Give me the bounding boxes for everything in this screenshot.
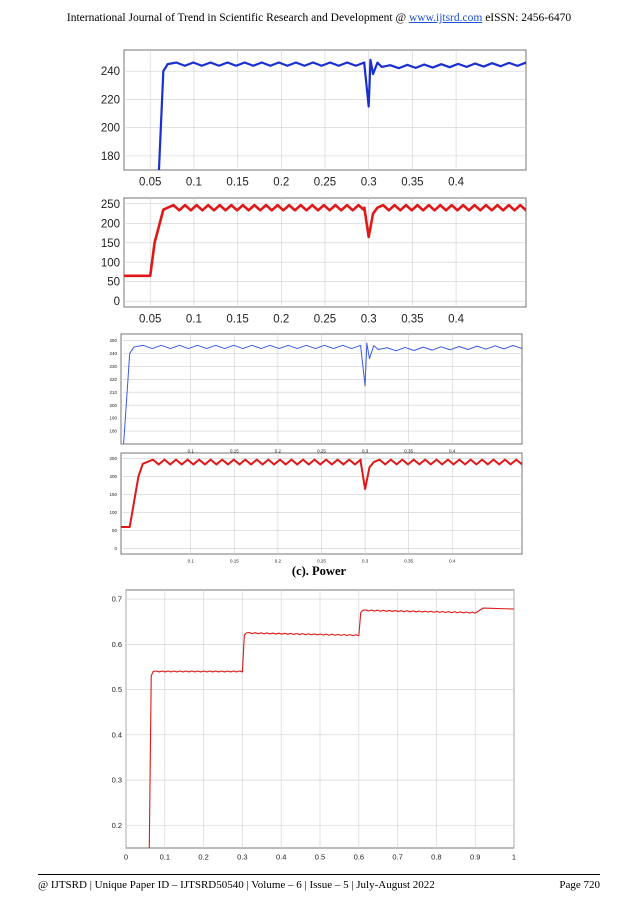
page-footer: @ IJTSRD | Unique Paper ID – IJTSRD50540… xyxy=(38,879,600,891)
y-tick-label: 180 xyxy=(101,151,120,163)
x-tick-label: 0.1 xyxy=(188,449,195,454)
y-tick-label: 0.6 xyxy=(112,640,122,649)
series-line xyxy=(121,458,522,528)
y-tick-label: 0 xyxy=(114,296,120,308)
y-tick-label: 220 xyxy=(109,377,117,382)
x-tick-label: 0.4 xyxy=(448,177,465,189)
y-tick-label: 0.2 xyxy=(112,821,122,830)
y-tick-label: 230 xyxy=(109,364,117,369)
y-tick-label: 0.3 xyxy=(112,776,122,785)
y-tick-label: 240 xyxy=(101,66,120,78)
x-tick-label: 0.3 xyxy=(237,853,247,862)
y-tick-label: 210 xyxy=(109,390,117,395)
y-tick-label: 250 xyxy=(109,338,117,343)
x-tick-label: 0.1 xyxy=(188,559,195,564)
y-tick-label: 220 xyxy=(101,94,120,106)
y-tick-label: 200 xyxy=(109,403,117,408)
y-tick-label: 250 xyxy=(101,199,120,211)
series-line xyxy=(157,58,526,171)
x-tick-label: 0.2 xyxy=(275,559,282,564)
x-tick-label: 0.7 xyxy=(392,853,402,862)
figure-caption: (c). Power xyxy=(291,564,347,578)
page-number: Page 720 xyxy=(559,879,600,891)
x-tick-label: 0.4 xyxy=(448,314,465,326)
x-tick-label: 0.25 xyxy=(314,314,336,326)
x-tick-label: 0.35 xyxy=(401,314,423,326)
x-tick-label: 0.4 xyxy=(449,449,456,454)
x-tick-label: 0.05 xyxy=(139,314,161,326)
x-tick-label: 0.3 xyxy=(362,449,369,454)
x-tick-label: 0.5 xyxy=(315,853,325,862)
y-tick-label: 0.4 xyxy=(112,730,122,739)
x-tick-label: 0 xyxy=(124,853,128,862)
x-tick-label: 0.3 xyxy=(362,559,369,564)
header-text: International Journal of Trend in Scient… xyxy=(66,12,409,24)
x-tick-label: 0.2 xyxy=(273,314,289,326)
x-tick-label: 0.15 xyxy=(226,177,248,189)
x-tick-label: 0.1 xyxy=(160,853,170,862)
x-tick-label: 0.15 xyxy=(230,559,239,564)
y-tick-label: 150 xyxy=(109,492,117,497)
x-tick-label: 0.2 xyxy=(275,449,282,454)
journal-header: International Journal of Trend in Scient… xyxy=(0,12,638,24)
x-tick-label: 0.35 xyxy=(401,177,423,189)
series-line xyxy=(123,342,522,445)
x-tick-label: 0.2 xyxy=(198,853,208,862)
x-tick-label: 0.1 xyxy=(186,314,202,326)
x-tick-label: 0.05 xyxy=(139,177,161,189)
x-tick-label: 1 xyxy=(512,853,516,862)
x-tick-label: 0.35 xyxy=(404,559,413,564)
y-tick-label: 0.7 xyxy=(112,595,122,604)
x-tick-label: 0.3 xyxy=(361,314,377,326)
y-tick-label: 100 xyxy=(101,257,120,269)
x-tick-label: 0.1 xyxy=(186,177,202,189)
x-tick-label: 0.6 xyxy=(354,853,364,862)
y-tick-label: 100 xyxy=(109,510,117,515)
footer-info: @ IJTSRD | Unique Paper ID – IJTSRD50540… xyxy=(38,879,435,891)
y-tick-label: 240 xyxy=(109,351,117,356)
journal-link[interactable]: www.ijtsrd.com xyxy=(408,12,483,24)
y-tick-label: 190 xyxy=(109,416,117,421)
x-tick-label: 0.25 xyxy=(317,559,326,564)
x-tick-label: 0.15 xyxy=(230,449,239,454)
footer-rule xyxy=(38,874,600,875)
y-tick-label: 50 xyxy=(107,277,120,289)
x-tick-label: 0.8 xyxy=(431,853,441,862)
y-tick-label: 50 xyxy=(112,528,118,533)
x-tick-label: 0.4 xyxy=(449,559,456,564)
y-tick-label: 200 xyxy=(101,123,120,135)
x-tick-label: 0.35 xyxy=(404,449,413,454)
series-line xyxy=(124,203,526,278)
x-tick-label: 0.2 xyxy=(273,177,289,189)
x-tick-label: 0.4 xyxy=(276,853,286,862)
y-tick-label: 150 xyxy=(101,238,120,250)
y-tick-label: 0.5 xyxy=(112,685,122,694)
x-tick-label: 0.3 xyxy=(361,177,377,189)
x-tick-label: 0.15 xyxy=(226,314,248,326)
x-tick-label: 0.25 xyxy=(314,177,336,189)
y-tick-label: 200 xyxy=(101,218,120,230)
y-tick-label: 200 xyxy=(109,474,117,479)
y-tick-label: 0 xyxy=(114,546,117,551)
series-line xyxy=(148,607,514,849)
x-tick-label: 0.9 xyxy=(470,853,480,862)
y-tick-label: 250 xyxy=(109,456,117,461)
x-tick-label: 0.25 xyxy=(317,449,326,454)
y-tick-label: 180 xyxy=(109,429,117,434)
header-issn: eISSN: 2456-6470 xyxy=(482,12,572,24)
